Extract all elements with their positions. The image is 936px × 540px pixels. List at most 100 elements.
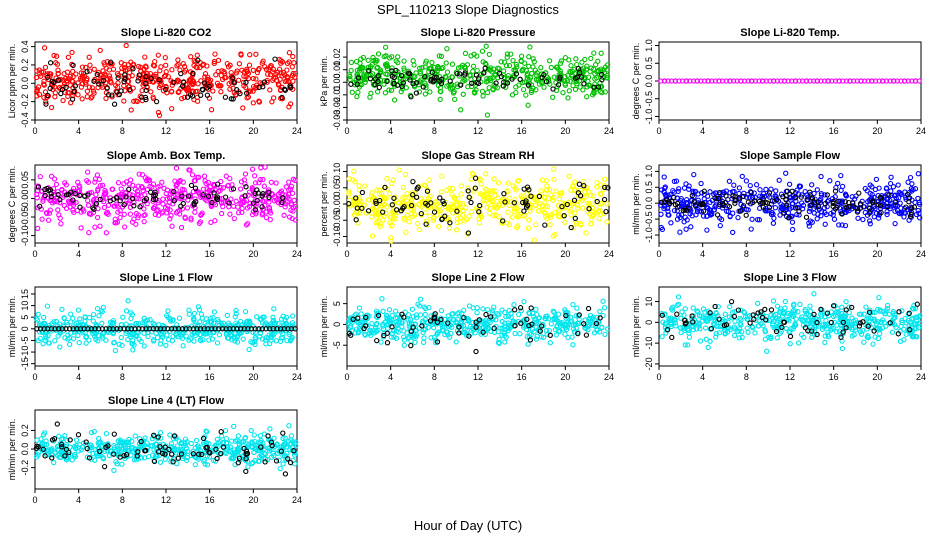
data-point: [686, 334, 693, 340]
data-point: [546, 58, 553, 64]
data-point: [473, 348, 479, 355]
data-point: [518, 58, 524, 64]
data-point: [557, 74, 563, 80]
data-point: [375, 219, 381, 225]
data-point: [745, 78, 751, 84]
data-point: [121, 98, 127, 104]
data-point: [195, 57, 201, 63]
y-tick-label: -1.0: [644, 109, 654, 125]
data-point: [70, 197, 76, 203]
data-point: [139, 185, 146, 191]
y-tick-label: 1.0: [644, 39, 654, 52]
data-point: [178, 203, 184, 209]
data-point: [771, 215, 777, 221]
data-point: [55, 77, 61, 83]
data-point: [402, 171, 409, 178]
data-point: [51, 176, 58, 182]
data-point: [379, 296, 385, 302]
data-point: [668, 220, 674, 226]
data-point: [354, 208, 361, 215]
data-point: [595, 58, 601, 64]
data-point: [176, 315, 183, 321]
data-point: [374, 337, 380, 344]
x-tick-label: 0: [32, 249, 37, 259]
data-point: [359, 189, 366, 196]
data-point: [495, 65, 501, 71]
data-point: [256, 65, 262, 72]
y-tick-label: 0.0: [20, 77, 30, 90]
data-point: [212, 51, 218, 57]
data-point: [66, 90, 72, 96]
data-point: [892, 220, 898, 227]
data-point: [749, 216, 755, 222]
data-point: [596, 84, 602, 90]
data-point: [431, 64, 437, 70]
data-point: [235, 204, 241, 210]
data-point: [65, 75, 72, 82]
data-point: [153, 98, 160, 105]
data-point: [99, 320, 105, 326]
data-point: [346, 189, 352, 195]
data-point: [131, 98, 137, 104]
data-point: [86, 54, 92, 60]
data-point: [69, 49, 75, 56]
data-point: [404, 190, 410, 197]
data-point: [52, 94, 58, 100]
data-point: [275, 81, 282, 87]
data-point: [422, 311, 428, 318]
data-point: [473, 72, 480, 78]
data-point: [259, 212, 265, 218]
y-tick-label: -0.03: [332, 110, 342, 131]
data-point: [111, 467, 117, 474]
data-point: [94, 71, 100, 78]
data-point: [227, 211, 233, 217]
data-point: [44, 74, 51, 80]
data-point: [85, 202, 92, 208]
panel-title: Slope Li-820 Pressure: [421, 27, 536, 39]
data-point: [252, 190, 258, 197]
data-point: [374, 204, 380, 210]
data-point: [393, 58, 399, 64]
data-point: [85, 192, 91, 198]
data-point: [218, 89, 224, 95]
y-tick-label: 0.00: [332, 195, 342, 213]
data-point: [263, 66, 270, 73]
data-point: [84, 88, 91, 94]
data-point: [542, 222, 548, 228]
data-point: [81, 193, 88, 199]
data-point: [531, 237, 537, 243]
data-point: [389, 65, 395, 71]
data-point: [787, 333, 794, 340]
data-point: [206, 83, 212, 90]
data-point: [422, 73, 428, 80]
data-point: [884, 209, 890, 215]
data-point: [155, 207, 161, 213]
data-point: [468, 176, 474, 182]
x-tick-label: 16: [205, 249, 215, 259]
y-tick-label: -0.5: [644, 91, 654, 107]
x-tick-label: 0: [344, 126, 349, 136]
data-point: [551, 166, 557, 172]
data-point: [227, 86, 233, 92]
data-point: [462, 72, 468, 78]
data-point: [211, 190, 217, 196]
data-point: [165, 202, 171, 209]
data-point: [382, 44, 389, 50]
data-point: [289, 190, 296, 196]
data-point: [264, 79, 270, 85]
data-point: [512, 197, 518, 203]
data-point: [566, 173, 572, 179]
data-point: [57, 200, 63, 206]
data-point: [597, 84, 604, 90]
data-point: [717, 222, 723, 229]
data-point: [504, 51, 511, 57]
data-point: [189, 172, 196, 178]
data-point: [454, 70, 460, 77]
data-point: [577, 84, 583, 90]
data-point: [202, 71, 209, 77]
data-point: [513, 89, 519, 96]
data-point: [141, 206, 147, 212]
x-tick-label: 0: [32, 495, 37, 505]
data-point: [484, 89, 491, 96]
